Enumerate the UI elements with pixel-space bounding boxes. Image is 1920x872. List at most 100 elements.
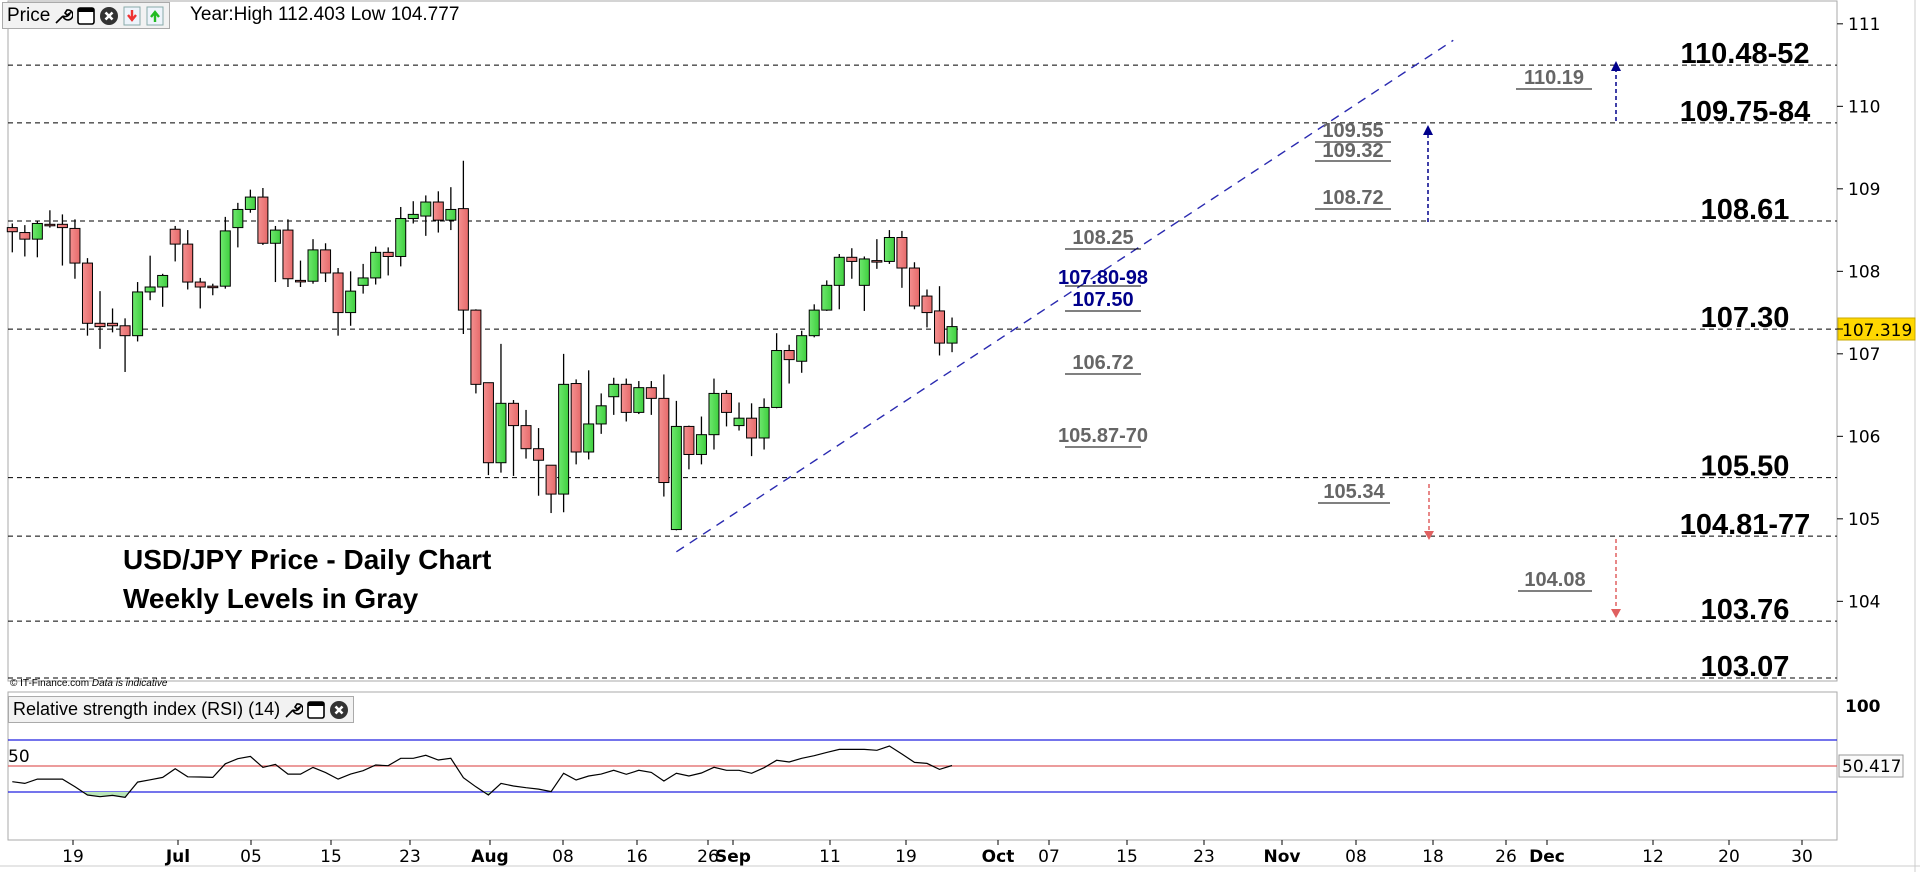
move-down-icon[interactable]	[122, 6, 142, 26]
candle-body-up	[395, 218, 407, 257]
candle-body-up	[883, 237, 895, 262]
move-up-icon[interactable]	[145, 6, 165, 26]
window-icon[interactable]	[306, 700, 326, 720]
time-tick-label: 19	[62, 847, 84, 867]
time-tick-label: 08	[1345, 847, 1367, 867]
weekly-level-label: 105.34	[1323, 481, 1385, 503]
candle	[858, 256, 870, 311]
candle	[683, 425, 695, 470]
candle	[107, 308, 119, 333]
candle	[771, 333, 783, 409]
candle	[395, 206, 407, 267]
candle	[232, 202, 244, 248]
price-plot-area[interactable]	[7, 0, 1838, 682]
candle-body-up	[733, 417, 745, 427]
candle-body-down	[56, 223, 68, 229]
candle-body-up	[608, 383, 620, 398]
candle-body-down	[721, 392, 733, 413]
candle-body-up	[370, 251, 382, 279]
wrench-icon[interactable]	[283, 700, 304, 720]
candle	[307, 239, 319, 284]
price-panel-toolbar: Price	[2, 2, 171, 29]
candle-body-down	[382, 251, 394, 257]
price-tick-label: 109	[1848, 180, 1880, 200]
price-tick-label: 107	[1848, 345, 1880, 365]
candle-body-down	[207, 285, 219, 289]
rsi-line	[12, 745, 953, 798]
candle-body-down	[294, 279, 306, 283]
rsi-panel-toolbar: Relative strength index (RSI) (14)	[8, 696, 355, 723]
weekly-level-label: 108.72	[1322, 187, 1383, 209]
candle	[883, 230, 895, 264]
candle-body-down	[457, 208, 469, 311]
candle-body-up	[31, 222, 43, 240]
weekly-level-label-blue: 107.80-98	[1058, 267, 1148, 289]
candle	[821, 280, 833, 311]
level-label: 110.48-52	[1680, 38, 1809, 70]
candle	[382, 247, 394, 276]
candle	[31, 221, 43, 258]
candle-body-up	[420, 201, 432, 217]
candle-body-down	[282, 229, 294, 280]
time-tick-label: Nov	[1264, 847, 1301, 867]
weekly-level-label: 108.25	[1072, 227, 1133, 249]
candle-body-down	[746, 417, 758, 439]
rsi-chart	[8, 739, 1837, 798]
candle	[533, 428, 545, 496]
candle-body-up	[670, 425, 682, 531]
candle	[796, 330, 808, 373]
candle	[946, 317, 958, 353]
candle-body-up	[244, 196, 256, 210]
candle-body-up	[558, 383, 570, 495]
candle	[244, 189, 256, 213]
candle-body-up	[232, 208, 244, 229]
price-axis[interactable]: 111 110 109 108 107 106 105 104	[1837, 15, 1880, 613]
candle-body-up	[269, 229, 281, 244]
arrow-down-icon	[1424, 531, 1434, 540]
candle-body-down	[119, 325, 131, 337]
candle	[470, 309, 482, 394]
candle	[357, 263, 369, 294]
arrow-up-icon	[1611, 61, 1621, 71]
arrow-down-icon	[1611, 609, 1621, 618]
chart-subtitle: Weekly Levels in Gray	[123, 583, 419, 614]
candle-body-up	[407, 213, 419, 220]
time-tick-label: 23	[399, 847, 421, 867]
candle	[921, 289, 933, 328]
candle	[570, 379, 582, 465]
candle	[633, 381, 645, 415]
candle	[257, 188, 269, 245]
rsi-current-value: 50.417	[1842, 757, 1901, 777]
time-tick-label: Jul	[165, 847, 190, 867]
candle	[934, 286, 946, 356]
candle	[670, 400, 682, 531]
time-tick-label: 30	[1791, 847, 1813, 867]
rsi-panel-title: Relative strength index (RSI) (14)	[13, 699, 281, 719]
wrench-icon[interactable]	[53, 6, 74, 26]
candle-body-down	[921, 295, 933, 314]
rsi-oversold-fill	[12, 792, 953, 798]
price-tick-label: 104	[1848, 592, 1880, 612]
time-tick-label: 20	[1718, 847, 1740, 867]
candle-body-down	[19, 232, 31, 240]
candle-body-up	[445, 208, 457, 221]
data-disclaimer: Data is indicative	[91, 678, 168, 689]
time-tick-label: 16	[626, 847, 648, 867]
price-tick-label: 108	[1848, 262, 1880, 282]
candle-body-down	[570, 383, 582, 453]
trendline[interactable]	[676, 39, 1454, 553]
candle-body-down	[432, 201, 444, 221]
time-tick-label: 26	[697, 847, 719, 867]
candle-body-down	[6, 227, 18, 233]
candle-body-up	[132, 291, 144, 337]
candle-body-up	[796, 335, 808, 362]
close-icon[interactable]	[99, 6, 119, 26]
time-tick-label: Dec	[1529, 847, 1565, 867]
candle-body-down	[533, 448, 545, 461]
weekly-level-label: 110.19	[1524, 67, 1584, 89]
key-levels: 110.48-52 109.75-84 108.61 107.30 105.50 104.…	[8, 38, 1837, 683]
window-icon[interactable]	[76, 6, 96, 26]
candle	[721, 390, 733, 427]
close-icon[interactable]	[329, 700, 349, 720]
